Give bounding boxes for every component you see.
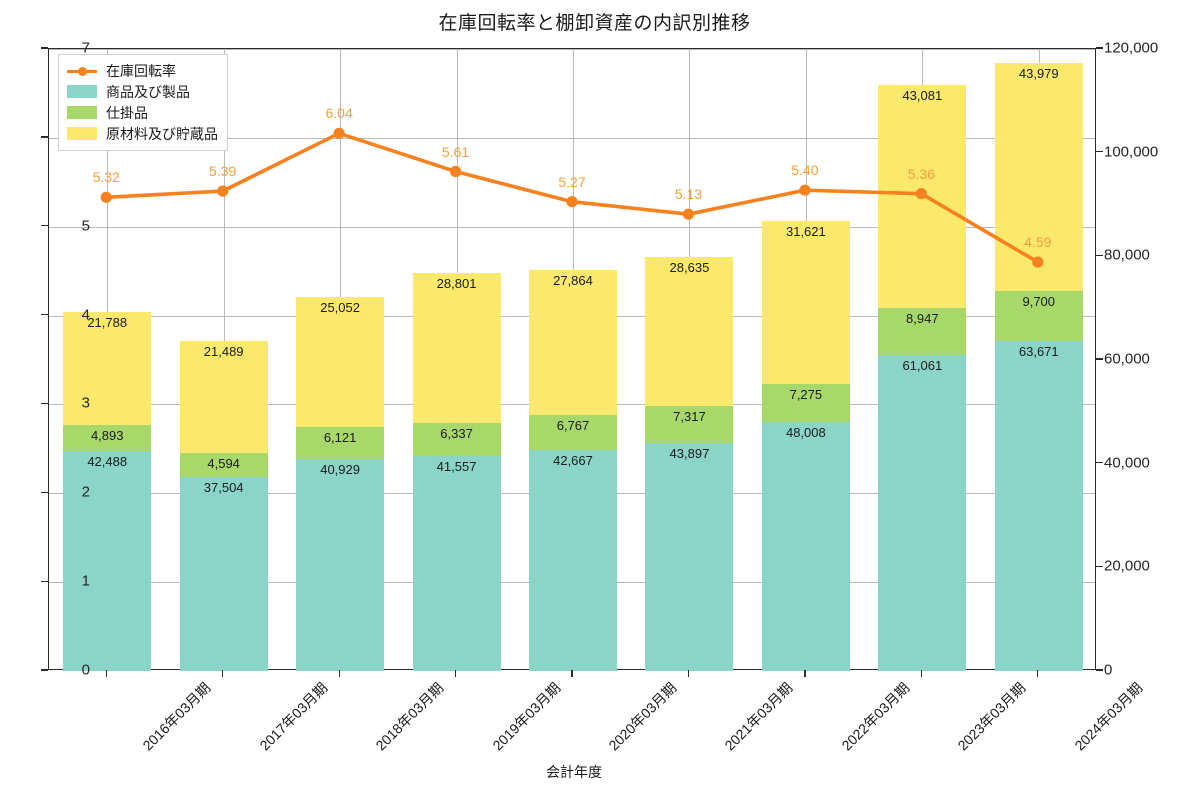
legend-item[interactable]: 仕掛品: [67, 102, 218, 123]
bar-segment[interactable]: 31,621: [761, 220, 850, 385]
y-axis-right-tick-mark: [1096, 565, 1103, 568]
y-axis-right-tick-mark: [1096, 254, 1103, 257]
bar-segment[interactable]: 43,897: [645, 443, 734, 671]
y-axis-right-tick-label: 120,000: [1104, 39, 1159, 57]
y-axis-right-tick-mark: [1096, 462, 1103, 464]
legend-color-swatch-icon: [67, 85, 97, 98]
x-axis-tick-label: 2019年03月期: [488, 679, 563, 754]
x-axis-label: 会計年度: [546, 764, 602, 780]
bar-segment[interactable]: 48,008: [761, 422, 850, 671]
y-axis-left-tick-label: 2: [81, 483, 90, 501]
y-axis-left-tick-label: 1: [81, 572, 90, 590]
y-axis-left-tick-label: 7: [81, 39, 90, 57]
chart-legend[interactable]: 在庫回転率商品及び製品 仕掛品原材料及び貯蔵品: [58, 54, 228, 151]
y-axis-left-tick-mark: [41, 491, 48, 493]
chart-title: 在庫回転率と棚卸資産の内訳別推移: [438, 13, 751, 34]
x-axis-tick-label: 2020年03月期: [605, 679, 680, 754]
legend-color-swatch-icon: [67, 106, 97, 119]
x-axis-tick-mark: [571, 670, 573, 677]
y-axis-left-tick-label: 4: [81, 306, 90, 324]
turnover-data-point[interactable]: [100, 191, 112, 203]
x-axis-tick-label: 2023年03月期: [954, 679, 1029, 754]
x-axis-tick-mark: [454, 670, 457, 677]
x-axis-tick-label: 2018年03月期: [372, 679, 447, 754]
legend-line-marker-icon: [67, 64, 97, 77]
y-axis-left-tick-mark: [41, 580, 48, 582]
x-axis-tick-mark: [338, 670, 340, 677]
y-axis-right-tick-mark: [1096, 669, 1103, 671]
bar-segment[interactable]: 41,557: [412, 455, 501, 671]
turnover-point-label: 5.32: [92, 169, 120, 186]
legend-item[interactable]: 商品及び製品: [67, 81, 218, 102]
y-axis-left-tick-mark: [41, 402, 48, 405]
turnover-point-label: 5.61: [441, 143, 470, 160]
gridline-horizontal: [49, 226, 1095, 228]
bar-segment[interactable]: 37,504: [179, 476, 268, 671]
y-axis-right-tick-mark: [1096, 151, 1103, 153]
x-axis-tick-label: 2022年03月期: [838, 679, 913, 754]
y-axis-right-tick-label: 100,000: [1104, 143, 1159, 161]
x-axis-tick-label: 2024年03月期: [1071, 679, 1146, 754]
turnover-data-point[interactable]: [682, 208, 695, 220]
turnover-data-point[interactable]: [799, 184, 811, 196]
gridline-horizontal: [49, 49, 1095, 50]
y-axis-right-tick-label: 60,000: [1104, 350, 1150, 368]
x-axis-tick-mark: [105, 670, 107, 677]
gridline-horizontal: [49, 137, 1095, 139]
y-axis-right-tick-label: 80,000: [1104, 246, 1150, 264]
turnover-point-label: 5.36: [907, 165, 935, 182]
turnover-data-point[interactable]: [915, 188, 927, 200]
legend-item-label: 在庫回転率: [106, 62, 176, 79]
x-axis-tick-mark: [687, 670, 690, 677]
y-axis-right-tick-label: 40,000: [1104, 454, 1150, 472]
y-axis-right-tick-mark: [1096, 47, 1103, 49]
x-axis-tick-mark: [920, 670, 923, 677]
x-axis-tick-mark: [222, 670, 224, 677]
plot-area: 42,488 4,893 21,788 37,504 4,594 21,489 40,929…: [48, 48, 1096, 671]
turnover-point-label: 5.13: [674, 186, 703, 203]
legend-item-label: 商品及び製品: [106, 83, 190, 100]
turnover-line-series: [100, 127, 1044, 268]
legend-item[interactable]: 在庫回転率: [67, 60, 218, 81]
y-axis-left-tick-mark: [41, 136, 48, 138]
legend-item[interactable]: 原材料及び貯蔵品: [67, 123, 218, 144]
turnover-point-label: 5.27: [558, 173, 586, 190]
y-axis-left-tick-label: 0: [81, 661, 90, 679]
turnover-point-label: 4.59: [1024, 234, 1052, 251]
turnover-data-point[interactable]: [566, 196, 578, 208]
y-axis-left-tick-mark: [41, 47, 48, 49]
turnover-data-point[interactable]: [217, 185, 229, 197]
y-axis-left-tick-label: 3: [81, 394, 90, 412]
y-axis-right-tick-label: 0: [1104, 661, 1113, 679]
y-axis-right-tick-label: 20,000: [1104, 557, 1150, 575]
turnover-data-point[interactable]: [450, 165, 462, 178]
turnover-data-point[interactable]: [1032, 256, 1044, 268]
x-axis-tick-mark: [1037, 670, 1039, 677]
x-axis-tick-label: 2017年03月期: [256, 679, 331, 754]
turnover-point-label: 5.39: [209, 163, 237, 180]
turnover-point-label: 6.04: [325, 105, 353, 122]
x-axis-tick-label: 2016年03月期: [139, 679, 214, 754]
legend-color-swatch-icon: [67, 127, 97, 140]
x-axis-tick-label: 2021年03月期: [721, 679, 796, 754]
y-axis-left-tick-mark: [41, 313, 48, 316]
turnover-point-label: 5.40: [791, 162, 819, 179]
x-axis-tick-mark: [804, 670, 806, 677]
legend-item-label: 仕掛品: [106, 104, 148, 121]
y-axis-left-tick-mark: [41, 669, 48, 671]
y-axis-left-tick-label: 5: [81, 217, 90, 235]
y-axis-right-tick-mark: [1096, 358, 1103, 360]
y-axis-left-tick-mark: [41, 225, 48, 227]
legend-item-label: 原材料及び貯蔵品: [106, 125, 218, 142]
turnover-data-point[interactable]: [333, 127, 345, 139]
